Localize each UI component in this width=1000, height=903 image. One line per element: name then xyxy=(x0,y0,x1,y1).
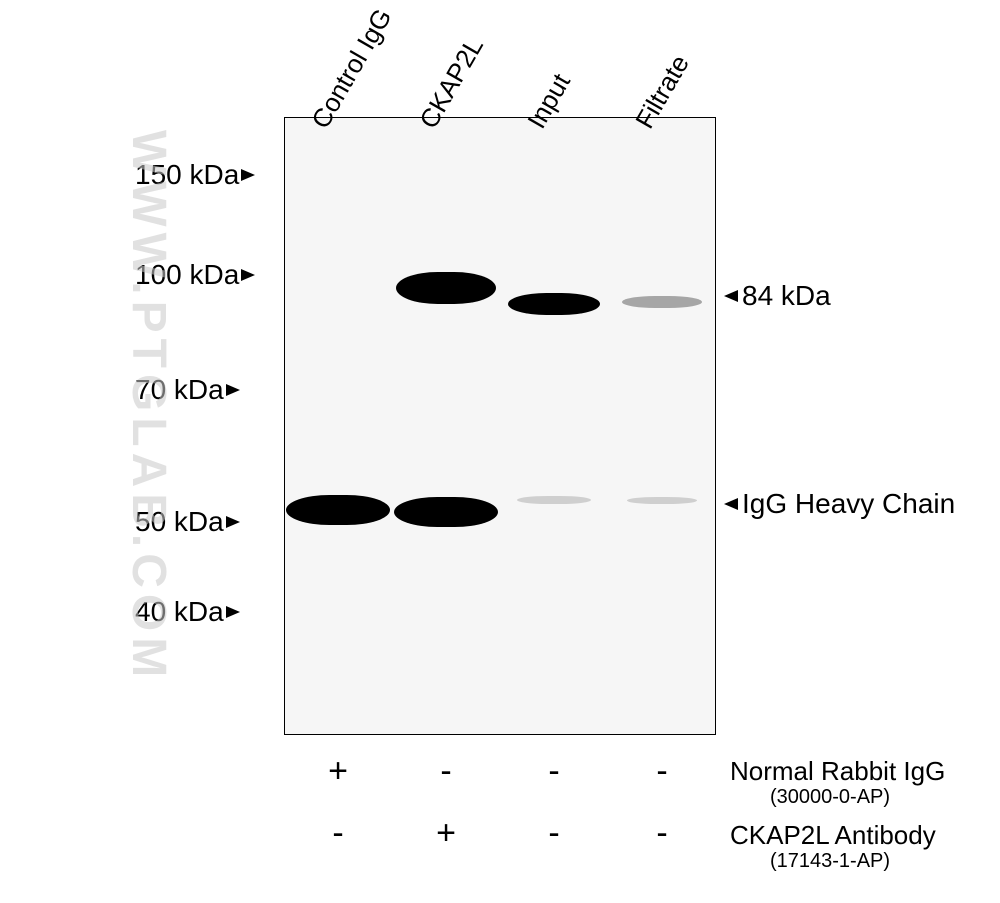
arrow-right-icon xyxy=(241,169,255,181)
treatment-cell: - xyxy=(642,752,682,791)
band xyxy=(394,497,498,527)
mw-marker-label: 100 kDa xyxy=(135,259,239,291)
blot-membrane xyxy=(284,117,716,735)
band xyxy=(508,293,600,315)
band xyxy=(396,272,496,304)
band xyxy=(627,497,697,504)
mw-marker-label: 50 kDa xyxy=(135,506,224,538)
mw-marker: 50 kDa xyxy=(135,506,240,538)
arrow-right-icon xyxy=(226,384,240,396)
arrow-right-icon xyxy=(226,606,240,618)
band-annotation: 84 kDa xyxy=(724,280,831,312)
arrow-left-icon xyxy=(724,498,738,510)
mw-marker-label: 70 kDa xyxy=(135,374,224,406)
legend-sub-label: (17143-1-AP) xyxy=(770,850,890,873)
legend-main-label: CKAP2L Antibody xyxy=(730,820,936,851)
arrow-right-icon xyxy=(226,516,240,528)
band-annotation-label: IgG Heavy Chain xyxy=(742,488,955,520)
arrow-right-icon xyxy=(241,269,255,281)
band-annotation: IgG Heavy Chain xyxy=(724,488,955,520)
figure-container: Control IgGCKAP2LInputFiltrate 150 kDa10… xyxy=(0,0,1000,903)
treatment-cell: + xyxy=(426,814,466,853)
band xyxy=(517,496,591,504)
band xyxy=(286,495,390,525)
legend-sub-label: (30000-0-AP) xyxy=(770,786,890,809)
mw-marker: 150 kDa xyxy=(135,159,255,191)
treatment-cell: - xyxy=(534,814,574,853)
treatment-cell: - xyxy=(426,752,466,791)
band-annotation-label: 84 kDa xyxy=(742,280,831,312)
treatment-cell: - xyxy=(534,752,574,791)
lane-label: Control IgG xyxy=(305,3,398,134)
mw-marker-label: 40 kDa xyxy=(135,596,224,628)
mw-marker-label: 150 kDa xyxy=(135,159,239,191)
treatment-cell: - xyxy=(318,814,358,853)
mw-marker: 100 kDa xyxy=(135,259,255,291)
mw-marker: 40 kDa xyxy=(135,596,240,628)
arrow-left-icon xyxy=(724,290,738,302)
treatment-cell: - xyxy=(642,814,682,853)
treatment-cell: + xyxy=(318,752,358,791)
legend-main-label: Normal Rabbit IgG xyxy=(730,756,945,787)
mw-marker: 70 kDa xyxy=(135,374,240,406)
band xyxy=(622,296,702,308)
